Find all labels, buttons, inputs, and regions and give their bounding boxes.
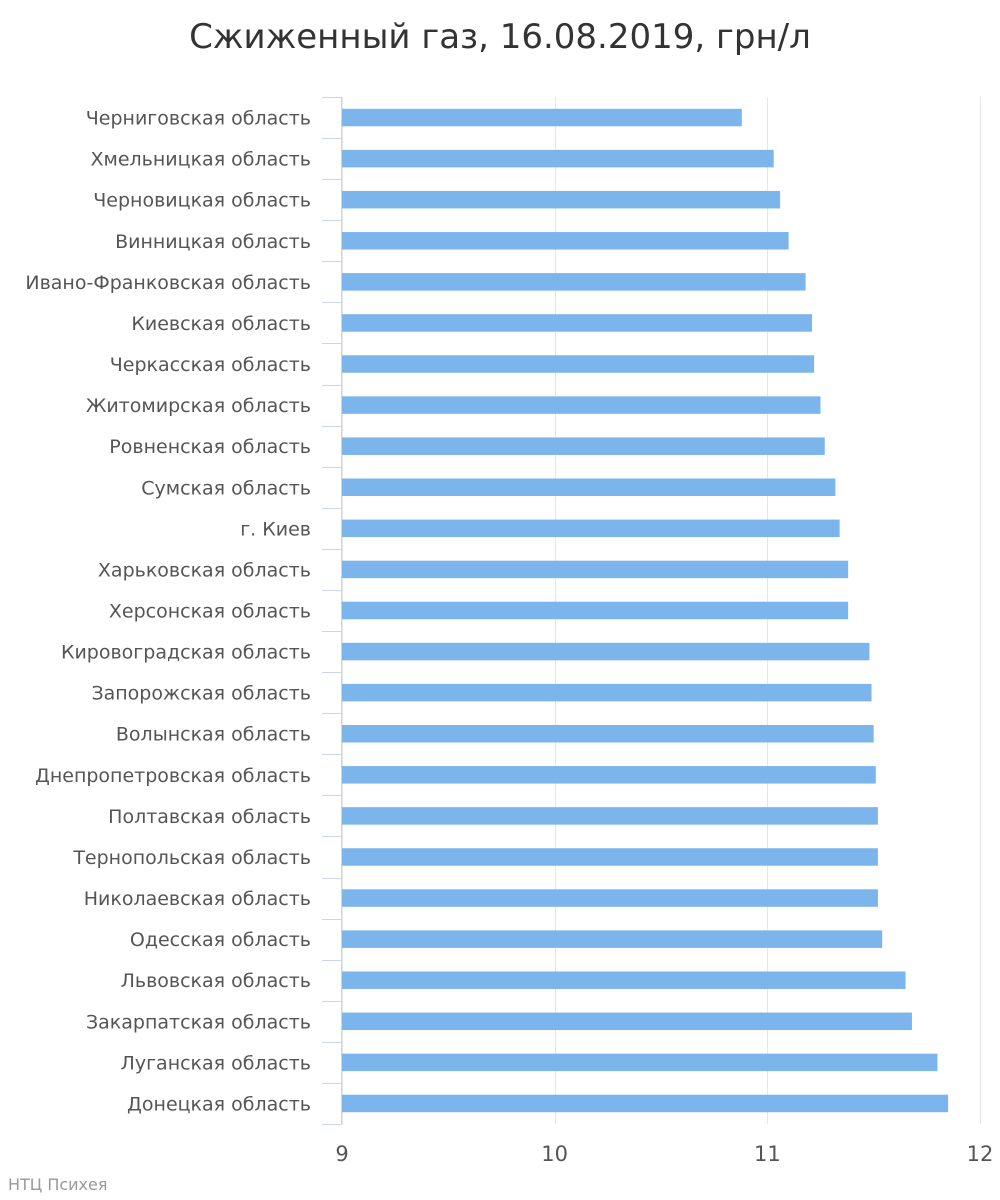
bar [342,314,812,332]
category-label: Киевская область [131,313,311,335]
category-label: Ровненская область [109,436,311,458]
category-label: г. Киев [240,518,311,540]
bar [342,437,825,455]
chart-title: Сжиженный газ, 16.08.2019, грн/л [189,17,811,57]
bar [342,232,789,250]
bar [342,642,870,661]
bar [342,478,836,497]
bar [342,848,878,866]
x-axis-ticks: 9 10 11 12 [335,1142,993,1166]
credit-text: НТЦ Психея [8,1175,107,1194]
category-label: Полтавская область [108,806,311,828]
bar [342,1012,912,1031]
bar [342,355,815,373]
bar [342,190,781,209]
category-label: Херсонская область [109,601,311,623]
bar [342,108,742,127]
category-label: Волынская область [116,724,311,746]
bar [342,724,874,743]
bar [342,889,878,907]
category-labels: Черниговская область Хмельницкая область Ч… [25,108,311,1116]
category-label: Хмельницкая область [90,149,311,171]
x-tick-label: 10 [541,1142,568,1166]
bar [342,971,906,989]
x-tick-label: 12 [967,1142,994,1166]
category-label: Луганская область [121,1052,311,1074]
bar [342,149,774,168]
category-label: Закарпатская область [86,1011,311,1033]
bar [342,396,821,414]
bar [342,601,849,620]
bar [342,930,883,948]
category-label: Черкасская область [110,354,311,376]
category-label: Донецкая область [127,1093,311,1115]
bar-series [342,108,949,1113]
category-label: Винницкая область [115,231,311,253]
bar [342,1053,938,1072]
bar [342,273,806,291]
category-label: Черниговская область [86,108,311,130]
bar [342,560,849,579]
category-label: Сумская область [141,477,311,499]
bar [342,683,872,702]
category-label: Днепропетровская область [35,765,311,787]
bar [342,766,876,784]
category-label: Харьковская область [98,559,311,581]
x-tick-label: 9 [335,1142,348,1166]
category-label: Николаевская область [84,888,311,910]
x-tick-label: 11 [754,1142,781,1166]
category-label: Ивано-Франковская область [25,272,311,294]
category-label: Одесская область [130,929,311,951]
category-label: Кировоградская область [61,642,311,664]
category-label: Житомирская область [86,395,311,417]
category-label: Тернопольская область [72,847,311,869]
category-label: Черновицкая область [93,190,311,212]
category-label: Львовская область [121,970,311,992]
bar [342,807,878,825]
bar [342,519,840,538]
bar [342,1094,949,1113]
category-label: Запорожская область [91,683,311,705]
